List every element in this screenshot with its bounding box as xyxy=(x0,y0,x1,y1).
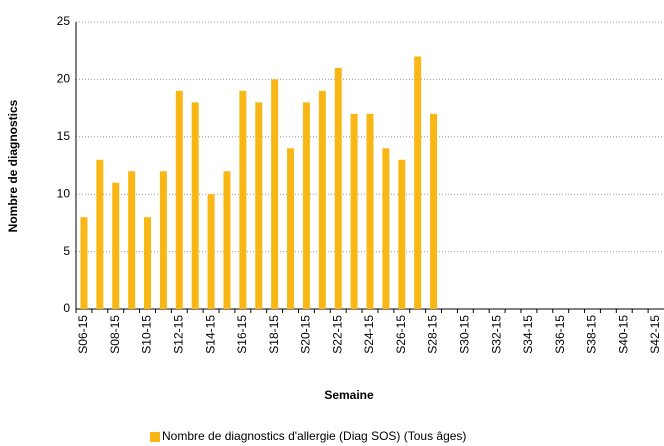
x-tick-label: S12-15 xyxy=(171,315,185,354)
bar xyxy=(128,171,136,309)
bar xyxy=(318,90,326,309)
bar xyxy=(96,159,104,309)
x-axis-title: Semaine xyxy=(324,388,374,402)
bar xyxy=(334,67,342,309)
bar xyxy=(382,148,390,309)
x-tick-label: S30-15 xyxy=(458,315,472,354)
x-tick-label: S34-15 xyxy=(521,315,535,354)
x-tick-label: S16-15 xyxy=(235,315,249,354)
bar xyxy=(398,159,406,309)
x-tick-label: S24-15 xyxy=(362,315,376,354)
bar xyxy=(80,217,88,309)
bar xyxy=(239,90,247,309)
bar xyxy=(302,102,310,309)
bar xyxy=(350,113,358,309)
x-tick-label: S06-15 xyxy=(76,315,90,354)
bar xyxy=(207,194,215,309)
y-tick-label: 20 xyxy=(57,72,71,86)
bar xyxy=(144,217,152,309)
x-tick-label: S42-15 xyxy=(648,315,662,354)
x-tick-label: S22-15 xyxy=(330,315,344,354)
x-tick-label: S36-15 xyxy=(553,315,567,354)
x-tick-label: S28-15 xyxy=(426,315,440,354)
bar xyxy=(271,79,279,310)
y-tick-label: 15 xyxy=(57,129,71,143)
x-tick-label: S20-15 xyxy=(299,315,313,354)
legend-label: Nombre de diagnostics d'allergie (Diag S… xyxy=(162,429,466,443)
x-tick-label: S14-15 xyxy=(203,315,217,354)
bar xyxy=(175,90,183,309)
x-tick-label: S18-15 xyxy=(267,315,281,354)
y-tick-label: 25 xyxy=(57,14,71,28)
bar xyxy=(255,102,263,309)
bar xyxy=(159,171,167,309)
y-tick-label: 0 xyxy=(63,301,70,315)
y-tick-label: 5 xyxy=(63,244,70,258)
x-tick-label: S40-15 xyxy=(616,315,630,354)
bar xyxy=(112,182,120,309)
bar xyxy=(430,113,438,309)
x-tick-label: S10-15 xyxy=(140,315,154,354)
x-tick-label: S32-15 xyxy=(489,315,503,354)
bar xyxy=(287,148,295,309)
bar xyxy=(191,102,199,309)
bar xyxy=(366,113,374,309)
x-tick-label: S08-15 xyxy=(108,315,122,354)
y-axis-title: Nombre de diagnostics xyxy=(6,99,20,232)
x-tick-label: S26-15 xyxy=(394,315,408,354)
y-tick-label: 10 xyxy=(57,186,71,200)
bar xyxy=(223,171,231,309)
bar xyxy=(414,56,422,309)
x-tick-label: S38-15 xyxy=(585,315,599,354)
legend-swatch xyxy=(150,432,160,442)
